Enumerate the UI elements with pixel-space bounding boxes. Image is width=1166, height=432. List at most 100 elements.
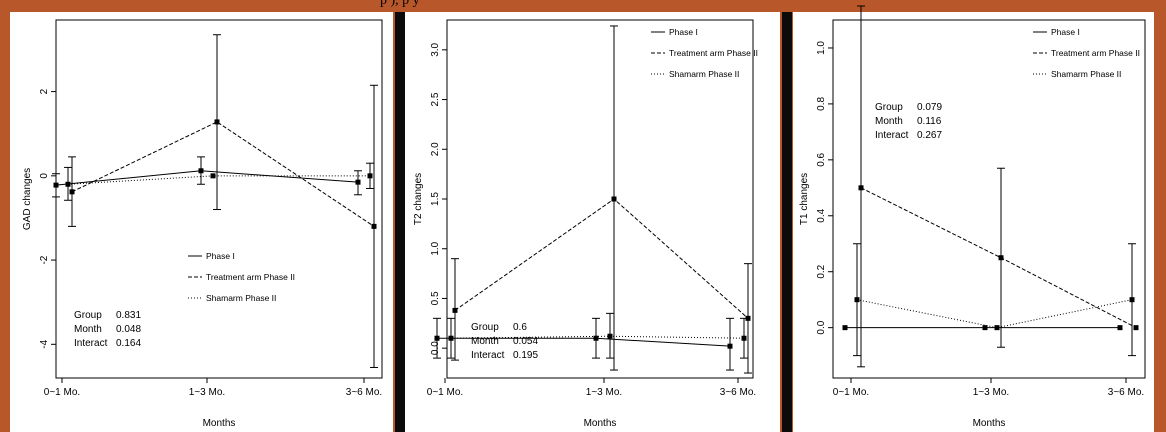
legend-label: Phase I <box>206 251 235 261</box>
legend-label: Phase I <box>669 27 698 37</box>
stat-label: Month <box>875 116 903 127</box>
y-tick-label: 3.0 <box>430 42 441 56</box>
y-tick-label: 0 <box>39 173 50 179</box>
stat-value: 0.164 <box>116 338 141 349</box>
y-tick-label: -4 <box>39 339 50 348</box>
sham-arm-point <box>448 335 454 341</box>
sham-arm-point <box>741 335 747 341</box>
treatment-arm-point <box>371 223 377 229</box>
x-tick-label: 3~6 Mo. <box>720 387 756 398</box>
sham-arm-point <box>210 173 216 179</box>
header-strip: p ), p y <box>0 0 1166 12</box>
stat-value: 0.831 <box>116 310 141 321</box>
phase-1-point <box>434 335 440 341</box>
treatment-arm-point <box>858 185 864 191</box>
stat-label: Interact <box>875 130 909 141</box>
plot-frame <box>832 19 1146 379</box>
treatment-arm-point <box>1133 325 1139 331</box>
stat-label: Interact <box>74 338 108 349</box>
sham-arm-point <box>367 173 373 179</box>
y-axis-title: T1 changes <box>799 173 810 225</box>
x-tick-label: 1~3 Mo. <box>586 387 622 398</box>
stat-value: 0.6 <box>513 322 527 333</box>
legend-label: Treatment arm Phase II <box>669 48 758 58</box>
stat-label: Month <box>471 336 499 347</box>
sham-arm-point <box>65 181 71 187</box>
legend-label: Phase I <box>1051 27 1080 37</box>
stat-label: Group <box>74 310 102 321</box>
legend-label: Shamarm Phase II <box>1051 69 1121 79</box>
chart-panel-gad: -4 -2 0 2 0~1 Mo. 1~3 Mo. 3~6 Mo. Months GAD cha… <box>10 12 393 432</box>
x-tick-label: 0~1 Mo. <box>44 387 80 398</box>
stat-value: 0.116 <box>917 116 942 127</box>
phase-1-point <box>593 335 599 341</box>
treatment-arm-point <box>998 255 1004 261</box>
x-tick-label: 3~6 Mo. <box>1108 387 1144 398</box>
y-axis-title: GAD changes <box>22 168 33 230</box>
x-tick-label: 3~6 Mo. <box>346 387 382 398</box>
y-tick-label: 0.0 <box>816 320 827 334</box>
header-text: p ), p y <box>380 0 420 8</box>
x-tick-label: 1~3 Mo. <box>973 387 1009 398</box>
y-tick-label: 1.5 <box>430 192 441 206</box>
treatment-arm-point <box>214 119 220 125</box>
legend-label: Shamarm Phase II <box>669 69 739 79</box>
stat-label: Group <box>875 102 903 113</box>
sham-arm-series-line <box>856 299 1133 329</box>
phase-1-point <box>1117 325 1123 331</box>
legend-label: Shamarm Phase II <box>206 293 276 303</box>
chart-panel-t1: 0.0 0.2 0.4 0.6 0.8 1.0 0~1 Mo. 1~3 Mo. 3~6 Mo. M… <box>793 5 1154 432</box>
legend-label: Treatment arm Phase II <box>206 272 295 282</box>
phase-1-point <box>198 168 204 174</box>
stat-label: Interact <box>471 350 505 361</box>
y-tick-label: 2.0 <box>430 142 441 156</box>
stat-label: Month <box>74 324 102 335</box>
y-tick-label: -2 <box>39 255 50 264</box>
x-axis-title: Months <box>584 418 617 429</box>
legend-label: Treatment arm Phase II <box>1051 48 1140 58</box>
x-axis-title: Months <box>203 418 236 429</box>
stat-value: 0.195 <box>513 350 538 361</box>
phase-1-point <box>727 343 733 349</box>
treatment-arm-point <box>69 189 75 195</box>
x-axis-title: Months <box>973 418 1006 429</box>
sham-arm-point <box>994 325 1000 331</box>
y-tick-label: 2.5 <box>430 92 441 106</box>
sham-arm-point <box>607 333 613 339</box>
treatment-arm-point <box>611 196 617 202</box>
y-tick-label: 0.6 <box>816 152 827 166</box>
phase-1-point <box>982 325 988 331</box>
y-tick-label: 2 <box>39 88 50 94</box>
y-tick-label: 0.2 <box>816 264 827 278</box>
chart-panel-t2: 0.0 0.5 1.0 1.5 2.0 2.5 3.0 0~1 Mo. 1~3 Mo. 3~6 M… <box>405 12 780 432</box>
y-tick-label: 0.4 <box>816 208 827 222</box>
sham-arm-series-line <box>67 175 370 185</box>
panel-separator <box>782 12 792 432</box>
stat-value: 0.054 <box>513 336 538 347</box>
y-tick-label: 1.0 <box>430 241 441 255</box>
phase-1-point <box>355 179 361 185</box>
panel-separator <box>395 12 405 432</box>
stat-label: Group <box>471 322 499 333</box>
y-tick-label: 1.0 <box>816 41 827 55</box>
y-tick-label: 0.8 <box>816 97 827 111</box>
treatment-arm-series-line <box>454 198 749 319</box>
sham-arm-point <box>1129 297 1135 303</box>
sham-arm-point <box>854 297 860 303</box>
treatment-arm-point <box>452 307 458 313</box>
stat-value: 0.267 <box>917 130 942 141</box>
y-tick-label: 0.5 <box>430 291 441 305</box>
phase-1-point <box>53 182 59 188</box>
gad-chart: -4 -2 0 2 0~1 Mo. 1~3 Mo. 3~6 Mo. Months GAD cha… <box>22 19 383 429</box>
phase-1-point <box>842 325 848 331</box>
stat-value: 0.079 <box>917 102 942 113</box>
t2-chart: 0.0 0.5 1.0 1.5 2.0 2.5 3.0 0~1 Mo. 1~3 Mo. 3~6 M… <box>413 19 758 429</box>
x-tick-label: 0~1 Mo. <box>427 387 463 398</box>
x-tick-label: 1~3 Mo. <box>189 387 225 398</box>
plot-frame <box>55 19 383 379</box>
x-tick-label: 0~1 Mo. <box>833 387 869 398</box>
y-axis-title: T2 changes <box>413 173 424 225</box>
t1-chart: 0.0 0.2 0.4 0.6 0.8 1.0 0~1 Mo. 1~3 Mo. 3~6 Mo. M… <box>799 5 1146 429</box>
stat-value: 0.048 <box>116 324 141 335</box>
treatment-arm-series-line <box>71 121 375 227</box>
